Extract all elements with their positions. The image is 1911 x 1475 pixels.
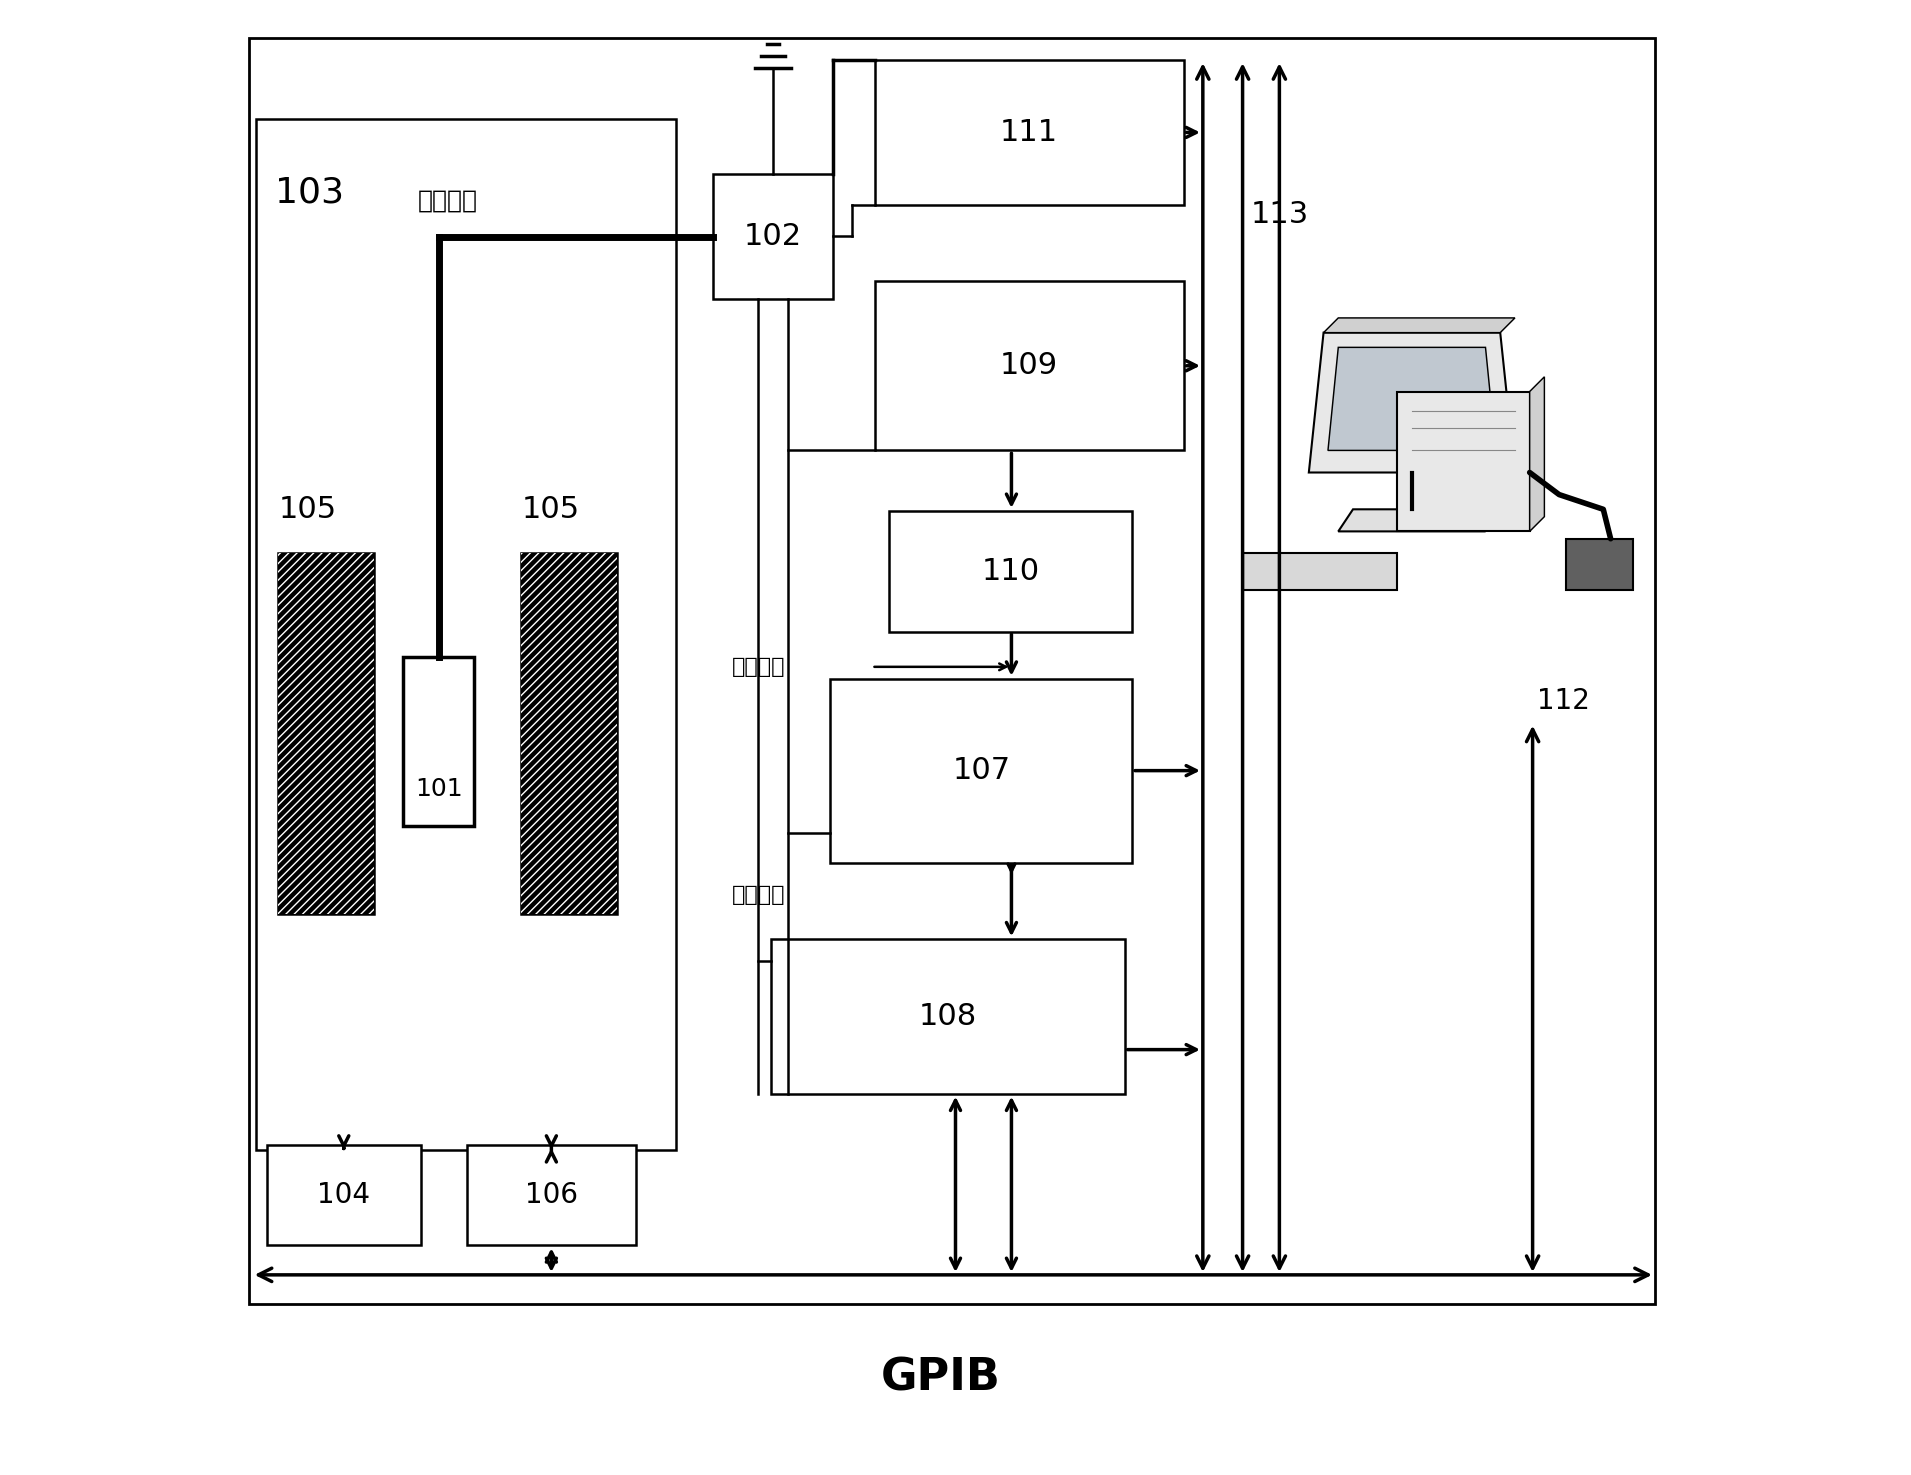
Text: 111: 111 xyxy=(999,118,1059,148)
Bar xyxy=(831,678,1131,863)
Bar xyxy=(772,940,1126,1094)
Text: 108: 108 xyxy=(919,1002,977,1031)
Polygon shape xyxy=(1328,347,1496,450)
Polygon shape xyxy=(1309,333,1515,472)
Bar xyxy=(466,1145,636,1245)
Bar xyxy=(875,282,1183,450)
Polygon shape xyxy=(1242,553,1397,590)
Polygon shape xyxy=(1324,319,1515,333)
Text: 103: 103 xyxy=(275,176,344,209)
Text: 参考信号: 参考信号 xyxy=(732,885,785,906)
Bar xyxy=(256,119,676,1149)
Text: 105: 105 xyxy=(522,494,579,524)
Bar xyxy=(248,38,1655,1304)
Bar xyxy=(522,553,617,914)
Text: 参考信号: 参考信号 xyxy=(732,656,785,677)
Bar xyxy=(875,60,1183,205)
Text: GPIB: GPIB xyxy=(881,1357,1001,1400)
Text: 112: 112 xyxy=(1536,687,1590,715)
Text: 113: 113 xyxy=(1250,201,1309,229)
Polygon shape xyxy=(1529,376,1544,531)
Text: 109: 109 xyxy=(999,351,1059,381)
Bar xyxy=(279,553,375,914)
Bar xyxy=(522,553,617,914)
Bar xyxy=(403,656,474,826)
Text: 102: 102 xyxy=(743,221,803,251)
Bar xyxy=(266,1145,420,1245)
Text: 104: 104 xyxy=(317,1181,371,1210)
Text: 测量引线: 测量引线 xyxy=(419,189,478,212)
Text: 101: 101 xyxy=(415,777,462,801)
Polygon shape xyxy=(1567,538,1632,590)
Bar xyxy=(889,510,1131,631)
Polygon shape xyxy=(1338,509,1485,531)
Bar xyxy=(713,174,833,299)
Text: 110: 110 xyxy=(982,556,1040,586)
Text: 105: 105 xyxy=(279,494,336,524)
Bar xyxy=(279,553,375,914)
Polygon shape xyxy=(1397,391,1529,531)
Text: 106: 106 xyxy=(526,1181,577,1210)
Text: 107: 107 xyxy=(952,757,1011,785)
